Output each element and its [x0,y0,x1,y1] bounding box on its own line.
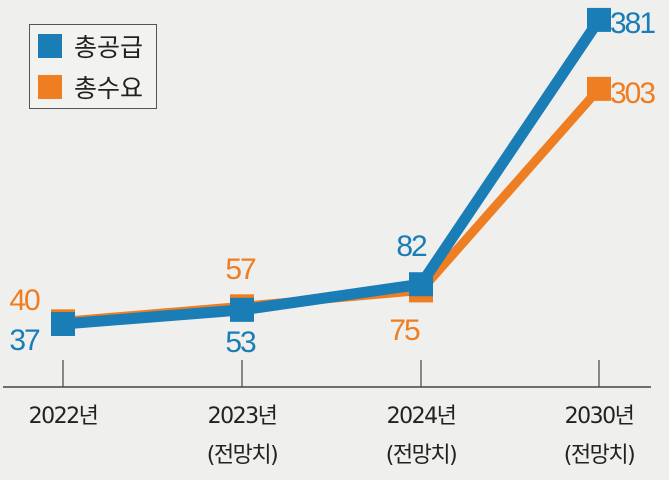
data-label: 37 [9,324,40,357]
data-point-1 [587,76,611,101]
legend-label: 총수요 [74,74,143,103]
data-label: 53 [225,326,256,359]
x-tick-label-sub: (전망치) [564,443,634,468]
x-tick-label-sub: (전망치) [207,443,277,468]
x-tick-label: 2030년 [565,404,634,429]
data-point-0 [409,272,433,297]
legend-swatch [38,75,62,99]
data-point-0 [230,297,254,322]
x-tick-label: 2023년 [208,404,277,429]
series-line-0 [62,16,604,330]
data-point-0 [587,7,611,32]
x-tick-label: 2022년 [29,404,98,429]
data-label: 40 [9,284,40,317]
data-label: 82 [396,230,427,263]
legend-swatch [38,34,62,58]
x-tick-label: 2024년 [387,404,456,429]
data-label: 57 [225,253,256,286]
data-label: 303 [610,77,655,110]
x-tick-label-sub: (전망치) [386,443,456,468]
series-line-1 [62,85,603,326]
data-point-0 [51,312,75,336]
data-label: 75 [389,314,420,347]
legend-label: 총공급 [74,33,143,62]
data-label: 381 [610,7,655,40]
